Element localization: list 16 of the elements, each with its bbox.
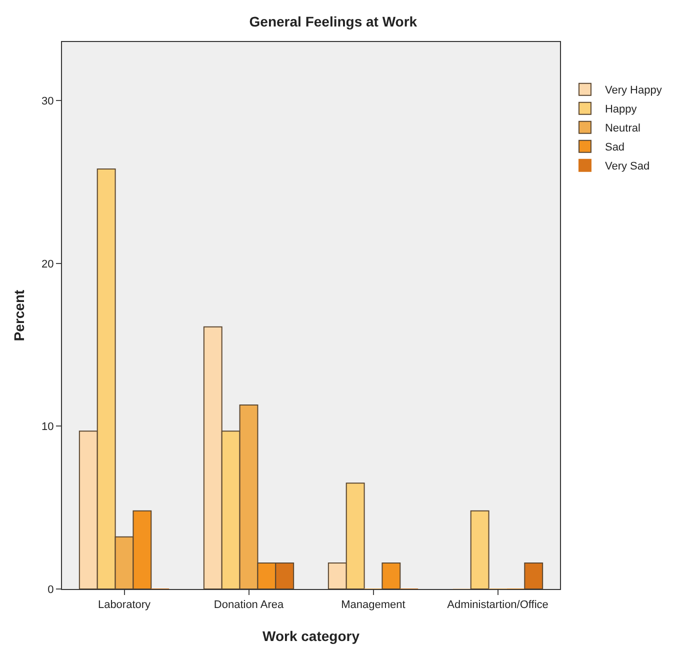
legend-label: Neutral [604, 122, 640, 135]
y-tick-label: 0 [48, 584, 54, 596]
y-tick-label: 30 [42, 95, 54, 108]
y-tick-label: 20 [42, 258, 54, 270]
legend-label: Very Sad [604, 160, 650, 173]
x-tick-label: Management [341, 599, 406, 612]
x-axis-title: Work category [262, 628, 360, 644]
y-axis-title: Percent [11, 289, 27, 342]
x-tick-label: Donation Area [214, 599, 284, 612]
legend-label: Happy [604, 104, 638, 116]
legend-label: Sad [604, 142, 625, 154]
x-tick-label: Laboratory [98, 599, 152, 612]
x-tick-label: Administartion/Office [447, 599, 548, 612]
chart-title: General Feelings at Work [249, 13, 418, 30]
legend-label: Very Happy [604, 84, 662, 97]
y-tick-label: 10 [42, 421, 54, 434]
